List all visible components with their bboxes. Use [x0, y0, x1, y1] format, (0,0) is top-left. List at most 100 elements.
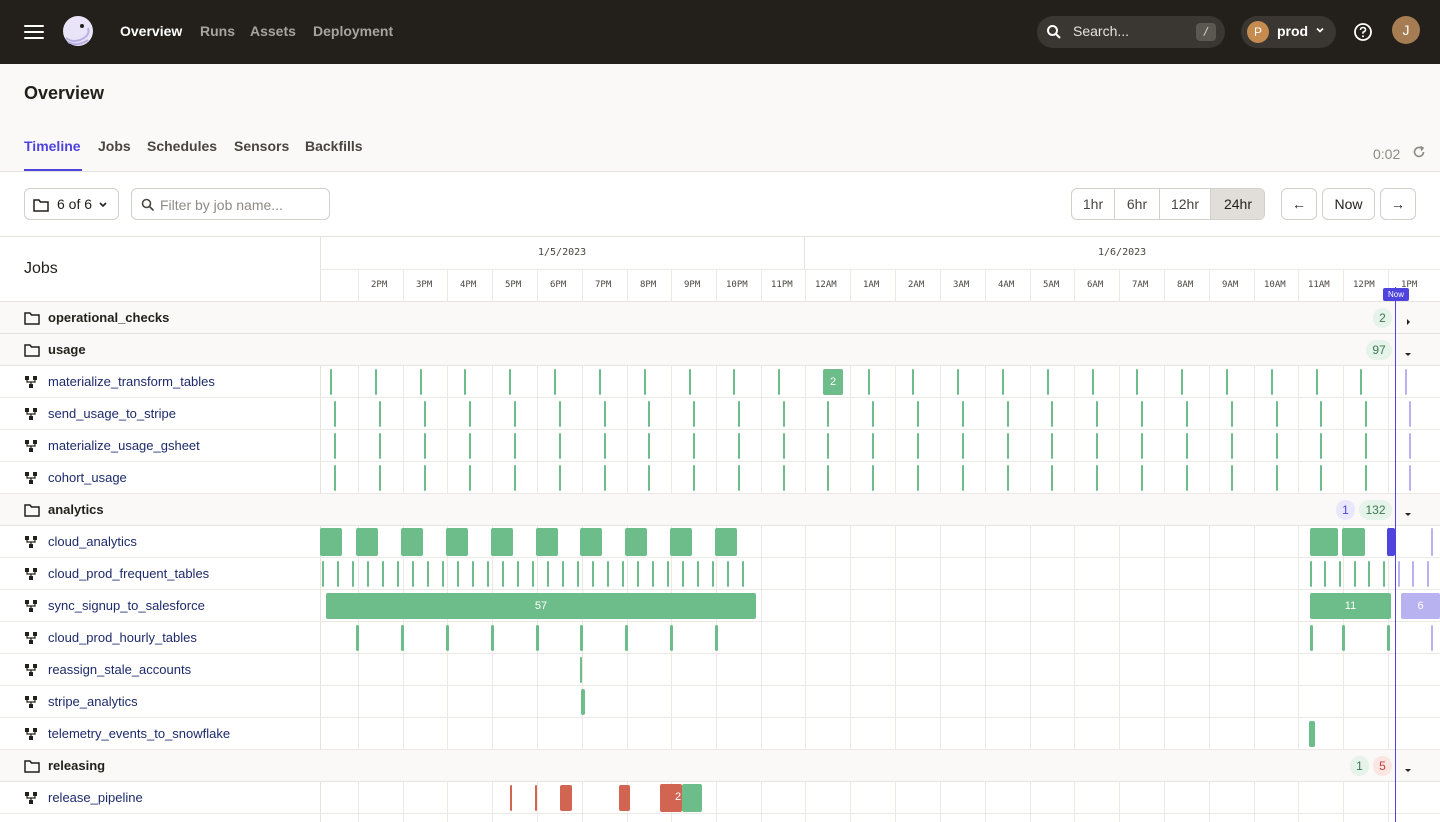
job-name-link[interactable]: send_usage_to_stripe: [48, 406, 176, 421]
run-bar[interactable]: [912, 369, 914, 395]
group-row-analytics[interactable]: analytics 132 1: [0, 494, 1440, 526]
run-bar[interactable]: [1354, 561, 1356, 587]
run-bar[interactable]: [682, 561, 684, 587]
run-bar[interactable]: [1365, 433, 1367, 459]
run-bar[interactable]: [375, 369, 377, 395]
run-bar[interactable]: [604, 401, 606, 427]
run-bar[interactable]: [424, 465, 426, 491]
run-bar[interactable]: [604, 465, 606, 491]
prev-button[interactable]: ←: [1281, 188, 1317, 220]
run-bar[interactable]: [738, 465, 740, 491]
run-bar[interactable]: [1141, 433, 1143, 459]
run-bar[interactable]: [689, 369, 691, 395]
caret-down-icon[interactable]: [1403, 762, 1413, 780]
run-bar[interactable]: [715, 625, 718, 651]
job-name-link[interactable]: materialize_transform_tables: [48, 374, 215, 389]
run-bar[interactable]: [1276, 465, 1278, 491]
run-bar[interactable]: [1387, 528, 1395, 556]
run-bar[interactable]: [1276, 433, 1278, 459]
group-row-operational_checks[interactable]: operational_checks 2: [0, 302, 1440, 334]
run-bar[interactable]: [1368, 561, 1370, 587]
run-bar[interactable]: [738, 433, 740, 459]
run-bar[interactable]: 11: [1310, 593, 1391, 619]
job-row[interactable]: sync_signup_to_salesforce: [0, 590, 1440, 622]
run-bar[interactable]: [1320, 401, 1322, 427]
run-bar[interactable]: [783, 401, 785, 427]
run-bar[interactable]: [1007, 401, 1009, 427]
run-bar[interactable]: [693, 401, 695, 427]
nav-runs[interactable]: Runs: [200, 23, 235, 39]
run-bar[interactable]: [356, 528, 378, 556]
run-bar[interactable]: [599, 369, 601, 395]
run-bar[interactable]: [670, 528, 692, 556]
run-bar[interactable]: [712, 561, 714, 587]
run-bar[interactable]: [1383, 561, 1385, 587]
run-bar[interactable]: [962, 401, 964, 427]
run-bar[interactable]: [491, 625, 494, 651]
run-bar[interactable]: [532, 561, 534, 587]
job-name-link[interactable]: materialize_usage_gsheet: [48, 438, 200, 453]
deployment-switcher[interactable]: P prod: [1241, 16, 1336, 48]
run-bar[interactable]: [367, 561, 369, 587]
run-bar[interactable]: [1047, 369, 1049, 395]
tab-schedules[interactable]: Schedules: [147, 138, 218, 154]
run-bar[interactable]: [1096, 465, 1098, 491]
run-bar[interactable]: [962, 465, 964, 491]
caret-right-icon[interactable]: [1403, 314, 1413, 332]
run-bar[interactable]: 6: [1401, 593, 1440, 619]
run-bar[interactable]: [322, 561, 324, 587]
run-bar[interactable]: [424, 401, 426, 427]
run-bar[interactable]: [604, 433, 606, 459]
run-bar[interactable]: [536, 528, 558, 556]
run-bar[interactable]: [337, 561, 339, 587]
dagster-logo-icon[interactable]: [60, 14, 96, 50]
range-1hr-button[interactable]: 1hr: [1072, 189, 1115, 219]
run-bar[interactable]: [469, 465, 471, 491]
run-bar[interactable]: [783, 433, 785, 459]
run-bar[interactable]: [1324, 561, 1326, 587]
run-bar[interactable]: [1051, 401, 1053, 427]
run-bar[interactable]: [401, 528, 423, 556]
run-bar[interactable]: [1412, 561, 1414, 587]
run-bar[interactable]: [1007, 433, 1009, 459]
run-bar[interactable]: [1141, 465, 1143, 491]
run-bar[interactable]: [334, 433, 336, 459]
run-bar[interactable]: [412, 561, 414, 587]
run-bar[interactable]: [778, 369, 780, 395]
run-bar[interactable]: [457, 561, 459, 587]
run-bar[interactable]: [517, 561, 519, 587]
run-bar[interactable]: [330, 369, 332, 395]
caret-down-icon[interactable]: [1403, 346, 1413, 364]
run-bar[interactable]: [1310, 528, 1338, 556]
run-bar[interactable]: [1186, 401, 1188, 427]
run-bar[interactable]: [619, 785, 630, 811]
job-row[interactable]: materialize_usage_gsheet: [0, 430, 1440, 462]
run-bar[interactable]: [660, 784, 682, 812]
run-bar[interactable]: [424, 433, 426, 459]
run-bar[interactable]: [560, 785, 572, 811]
run-bar[interactable]: [1316, 369, 1318, 395]
run-bar[interactable]: [1409, 465, 1411, 491]
run-bar[interactable]: [783, 465, 785, 491]
tab-timeline[interactable]: Timeline: [24, 138, 81, 154]
job-name-link[interactable]: cohort_usage: [48, 470, 127, 485]
run-bar[interactable]: [733, 369, 735, 395]
run-bar[interactable]: [1320, 433, 1322, 459]
run-bar[interactable]: [693, 465, 695, 491]
run-bar[interactable]: [868, 369, 870, 395]
job-row[interactable]: cloud_prod_frequent_tables: [0, 558, 1440, 590]
run-bar[interactable]: [1271, 369, 1273, 395]
run-bar[interactable]: [682, 784, 702, 812]
range-24hr-button[interactable]: 24hr: [1211, 189, 1264, 219]
run-bar[interactable]: [962, 433, 964, 459]
run-bar[interactable]: [1276, 401, 1278, 427]
run-bar[interactable]: [1002, 369, 1004, 395]
job-row[interactable]: cloud_analytics: [0, 526, 1440, 558]
run-bar[interactable]: [1186, 433, 1188, 459]
run-bar[interactable]: [872, 401, 874, 427]
run-bar[interactable]: [379, 401, 381, 427]
run-bar[interactable]: [872, 465, 874, 491]
run-bar[interactable]: [491, 528, 513, 556]
run-bar[interactable]: [1427, 561, 1429, 587]
run-bar[interactable]: [502, 561, 504, 587]
